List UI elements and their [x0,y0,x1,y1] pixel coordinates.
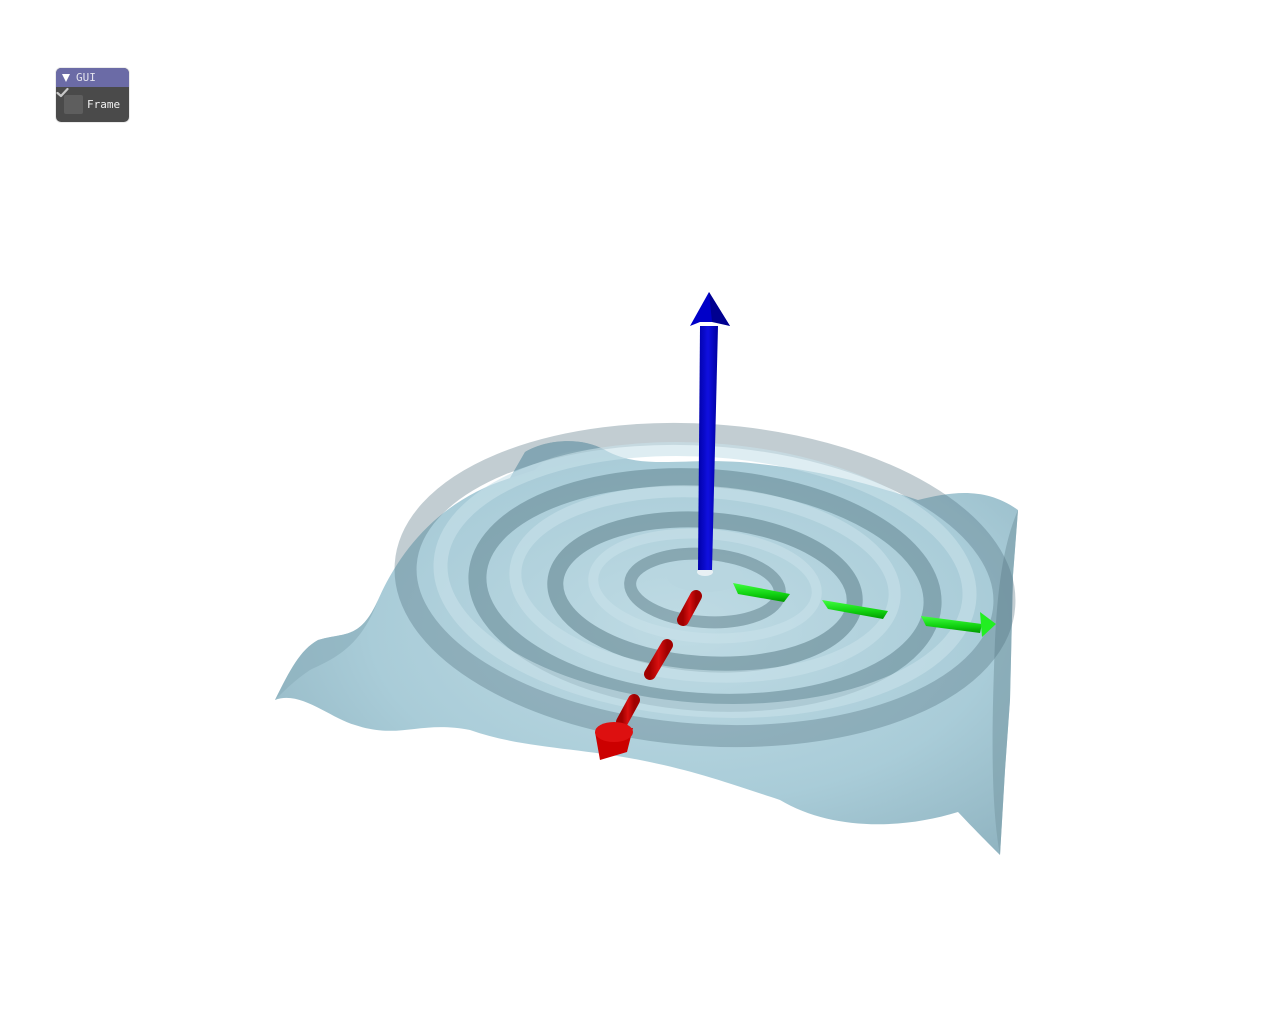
triangle-down-icon[interactable] [62,73,70,82]
gui-panel: GUI Frame [56,68,129,122]
y-axis-arrow [733,583,996,637]
z-axis-arrow [690,292,730,570]
wave-surface [275,422,1018,855]
x-axis-arrow [595,590,702,760]
checkmark-icon [56,87,69,98]
frame-row: Frame [56,87,129,122]
frame-checkbox[interactable] [56,87,83,114]
frame-label: Frame [87,98,121,111]
gui-title: GUI [76,71,96,84]
gui-titlebar[interactable]: GUI [56,68,129,87]
